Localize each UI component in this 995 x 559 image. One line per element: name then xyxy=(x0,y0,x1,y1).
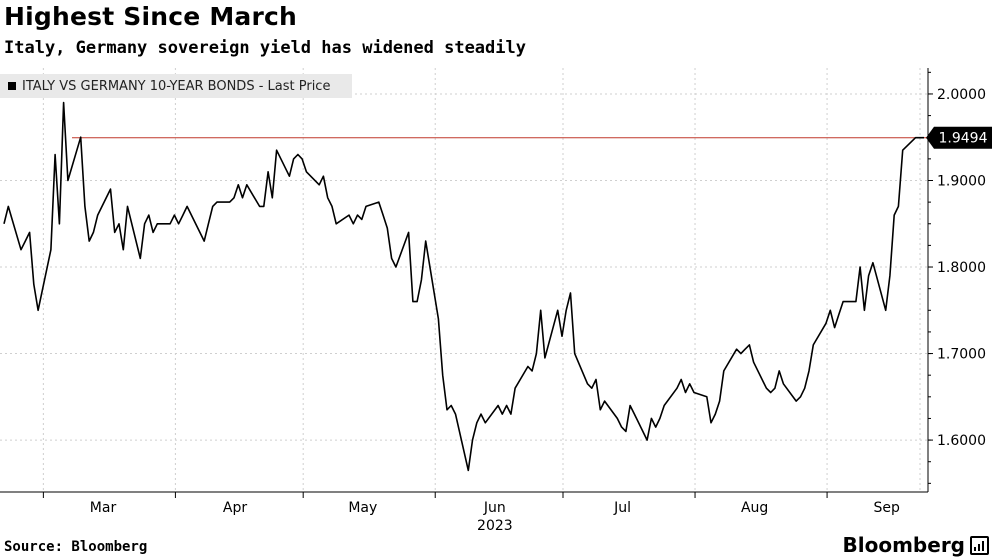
last-price-tag xyxy=(926,126,992,149)
bloomberg-terminal-icon xyxy=(970,535,989,555)
last-price-label: 1.9494 xyxy=(939,131,988,147)
x-tick-label: Jun xyxy=(483,500,506,516)
x-tick-label: May xyxy=(348,500,377,516)
x-tick-label: Aug xyxy=(741,500,768,516)
legend-label: ITALY VS GERMANY 10-YEAR BONDS - Last Pr… xyxy=(22,78,331,94)
y-tick-label: 1.7000 xyxy=(937,347,986,363)
x-tick-label: Sep xyxy=(874,500,901,516)
brand-name: Bloomberg xyxy=(842,533,965,557)
x-tick-label: Mar xyxy=(90,500,117,516)
y-tick-label: 1.8000 xyxy=(937,260,986,276)
y-tick-label: 1.9000 xyxy=(937,173,986,189)
x-tick-label: Jul xyxy=(613,500,631,516)
chart-title: Highest Since March xyxy=(4,2,298,31)
y-tick-label: 1.6000 xyxy=(937,433,986,449)
y-tick-label: 2.0000 xyxy=(937,87,986,103)
x-year-label: 2023 xyxy=(477,518,513,534)
brand-logo: Bloomberg xyxy=(843,533,989,557)
chart-legend: ITALY VS GERMANY 10-YEAR BONDS - Last Pr… xyxy=(0,74,352,98)
chart-subtitle: Italy, Germany sovereign yield has widen… xyxy=(4,38,526,58)
legend-swatch xyxy=(8,82,16,90)
x-tick-label: Apr xyxy=(223,500,247,516)
series-line xyxy=(3,101,924,472)
source-note: Source: Bloomberg xyxy=(4,539,148,555)
